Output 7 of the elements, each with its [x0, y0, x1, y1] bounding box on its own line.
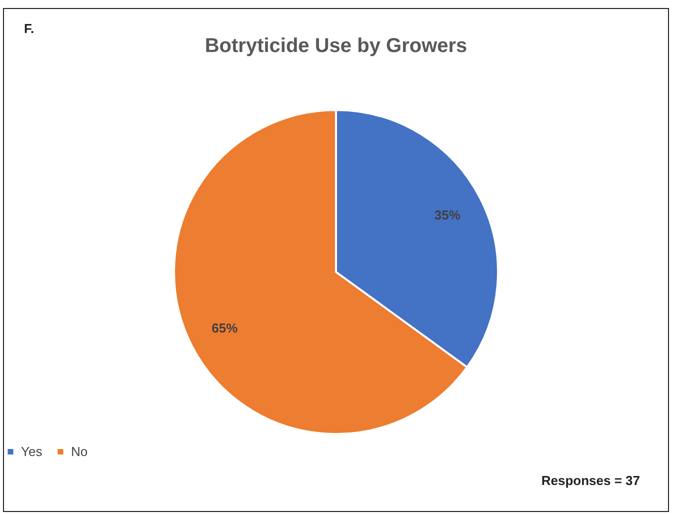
data-label: 35%: [434, 207, 461, 222]
chart-title: Botryticide Use by Growers: [204, 35, 468, 57]
data-label: 65%: [212, 320, 238, 336]
text: Responses = 37: [541, 473, 640, 488]
legend-label: No: [71, 444, 88, 459]
text: F.: [24, 21, 34, 36]
legend-label: Yes: [21, 444, 43, 459]
